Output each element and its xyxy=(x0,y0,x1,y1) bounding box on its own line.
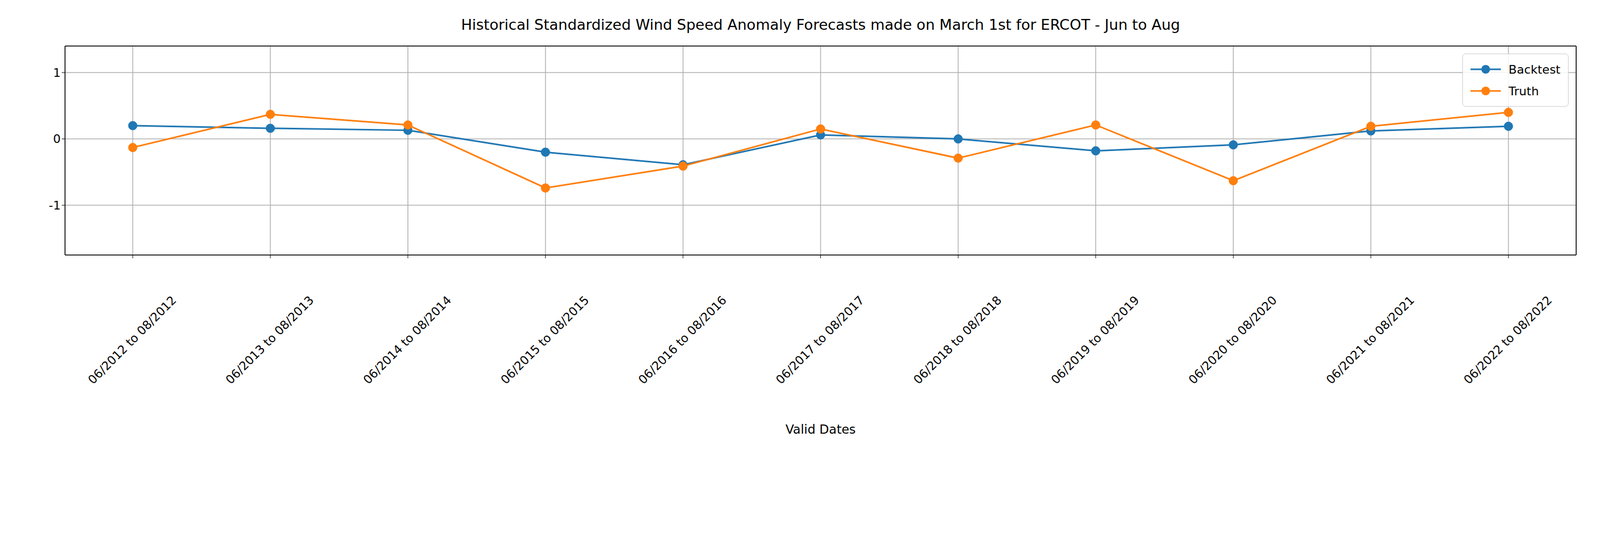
html-text:Truth: Truth xyxy=(1508,84,1539,98)
svg-text:06/2014 to 08/2014: 06/2014 to 08/2014 xyxy=(360,293,455,387)
svg-text:06/2016 to 08/2016: 06/2016 to 08/2016 xyxy=(635,293,729,387)
html-text:Backtest: Backtest xyxy=(1508,62,1561,77)
svg-text:06/2018 to 08/2018: 06/2018 to 08/2018 xyxy=(910,293,1004,387)
svg-text:06/2015 to 08/2015: 06/2015 to 08/2015 xyxy=(497,293,592,387)
svg-text:06/2020 to 08/2020: 06/2020 to 08/2020 xyxy=(1186,293,1280,387)
svg-text:Valid Dates: Valid Dates xyxy=(785,422,857,437)
svg-text:06/2021 to 08/2021: 06/2021 to 08/2021 xyxy=(1323,293,1417,387)
svg-text:06/2017 to 08/2017: 06/2017 to 08/2017 xyxy=(773,293,867,387)
svg-text:06/2013 to 08/2013: 06/2013 to 08/2013 xyxy=(223,293,317,387)
svg-text:0: 0 xyxy=(53,132,61,146)
svg-text:-1: -1 xyxy=(48,198,61,213)
svg-text:06/2012 to 08/2012: 06/2012 to 08/2012 xyxy=(85,293,179,387)
svg-text:1: 1 xyxy=(53,66,61,80)
svg-text:06/2019 to 08/2019: 06/2019 to 08/2019 xyxy=(1048,293,1142,387)
html-text:Historical Standardized Wind S: Historical Standardized Wind Speed Anoma… xyxy=(461,16,1181,34)
svg-text:06/2022 to 08/2022: 06/2022 to 08/2022 xyxy=(1461,293,1555,387)
